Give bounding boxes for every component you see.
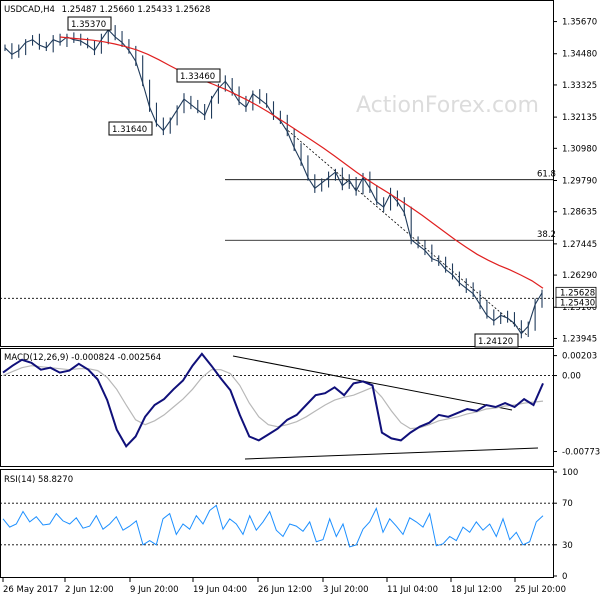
x-tick-label: 25 Jul 20:00	[515, 585, 566, 595]
price-tick-label: 1.28635	[562, 208, 597, 218]
price-annotation-box	[176, 68, 221, 83]
rsi-line	[2, 504, 544, 548]
price-tick-label: 1.29790	[562, 176, 597, 186]
x-tick-label: 3 Jul 20:00	[323, 585, 369, 595]
x-tick-label: 18 Jul 12:00	[451, 585, 502, 595]
x-tick-label: 26 Jun 12:00	[258, 585, 312, 595]
price-annotation-label: 1.35370	[71, 20, 106, 30]
moving-average-line	[59, 36, 544, 289]
price-panel	[0, 0, 554, 347]
annotation-layer: 1.35370 1.33460 1.31640 1.24120	[67, 16, 519, 348]
price-annotation-label: 1.31640	[112, 125, 147, 135]
price-annotation-box	[67, 16, 112, 31]
x-tick-label: 9 Jun 20:00	[130, 585, 179, 595]
price-tick-label: 1.27445	[562, 240, 597, 250]
macd-label: MACD(12,26,9) -0.000824 -0.002564	[4, 353, 161, 363]
price-tick-label: 1.25100	[562, 303, 597, 313]
rsi-tick-label: 30	[562, 541, 573, 551]
macd-line	[2, 352, 544, 448]
current-price-label: 1.25430	[560, 298, 595, 308]
macd-resistance-trendline	[232, 355, 513, 411]
price-annotation-label: 1.33460	[180, 72, 215, 82]
price-tick-label: 1.32135	[562, 113, 597, 123]
macd-tick-label: 0.00203	[562, 352, 597, 362]
symbol-ohlc-label: USDCAD,H4 1.25487 1.25660 1.25433 1.2562…	[4, 5, 210, 15]
x-tick-label: 11 Jul 04:00	[387, 585, 438, 595]
rsi-tick-label: 100	[562, 468, 578, 478]
macd-panel	[0, 348, 554, 467]
price-tick-label: 1.23945	[562, 334, 597, 344]
x-tick-label: 26 May 2017	[3, 585, 58, 595]
rsi-label: RSI(14) 58.8270	[4, 475, 73, 485]
price-annotation-label: 1.24120	[478, 337, 513, 347]
rsi-tick-label: 70	[562, 499, 573, 509]
price-trendline	[284, 127, 529, 337]
grid-layer: 61.8 38.2	[0, 127, 556, 546]
rsi-tick-label: 0	[562, 572, 567, 582]
price-tick-label: 1.34480	[562, 50, 597, 60]
price-tick-label: 1.26290	[562, 271, 597, 281]
macd-signal-line	[2, 365, 544, 430]
x-tick-label: 19 Jun 04:00	[193, 585, 247, 595]
axis-layer: 1.35670 1.34480 1.33325 1.32135 1.30980 1.297…	[2, 18, 600, 595]
current-price-box	[555, 296, 597, 308]
rsi-panel	[0, 469, 554, 578]
price-annotation-box	[474, 333, 519, 348]
price-tick-label: 1.33325	[562, 81, 597, 91]
macd-tick-label: -0.00773	[562, 448, 600, 458]
watermark: ActionForex.com	[356, 93, 539, 118]
macd-tick-label: 0.00	[562, 372, 581, 382]
hidden-price-label: 1.25628	[560, 288, 595, 298]
price-tick-label: 1.35670	[562, 18, 597, 28]
fib-label: 38.2	[537, 230, 556, 240]
fib-label: 61.8	[537, 170, 556, 180]
price-annotation-box	[108, 121, 153, 136]
price-tick-label: 1.30980	[562, 144, 597, 154]
price-line	[4, 28, 543, 335]
ohlc-values: 1.25487 1.25660 1.25433 1.25628	[62, 5, 211, 15]
macd-support-trendline	[244, 447, 539, 460]
x-tick-label: 2 Jun 12:00	[65, 585, 114, 595]
symbol-timeframe: USDCAD,H4	[4, 5, 55, 15]
